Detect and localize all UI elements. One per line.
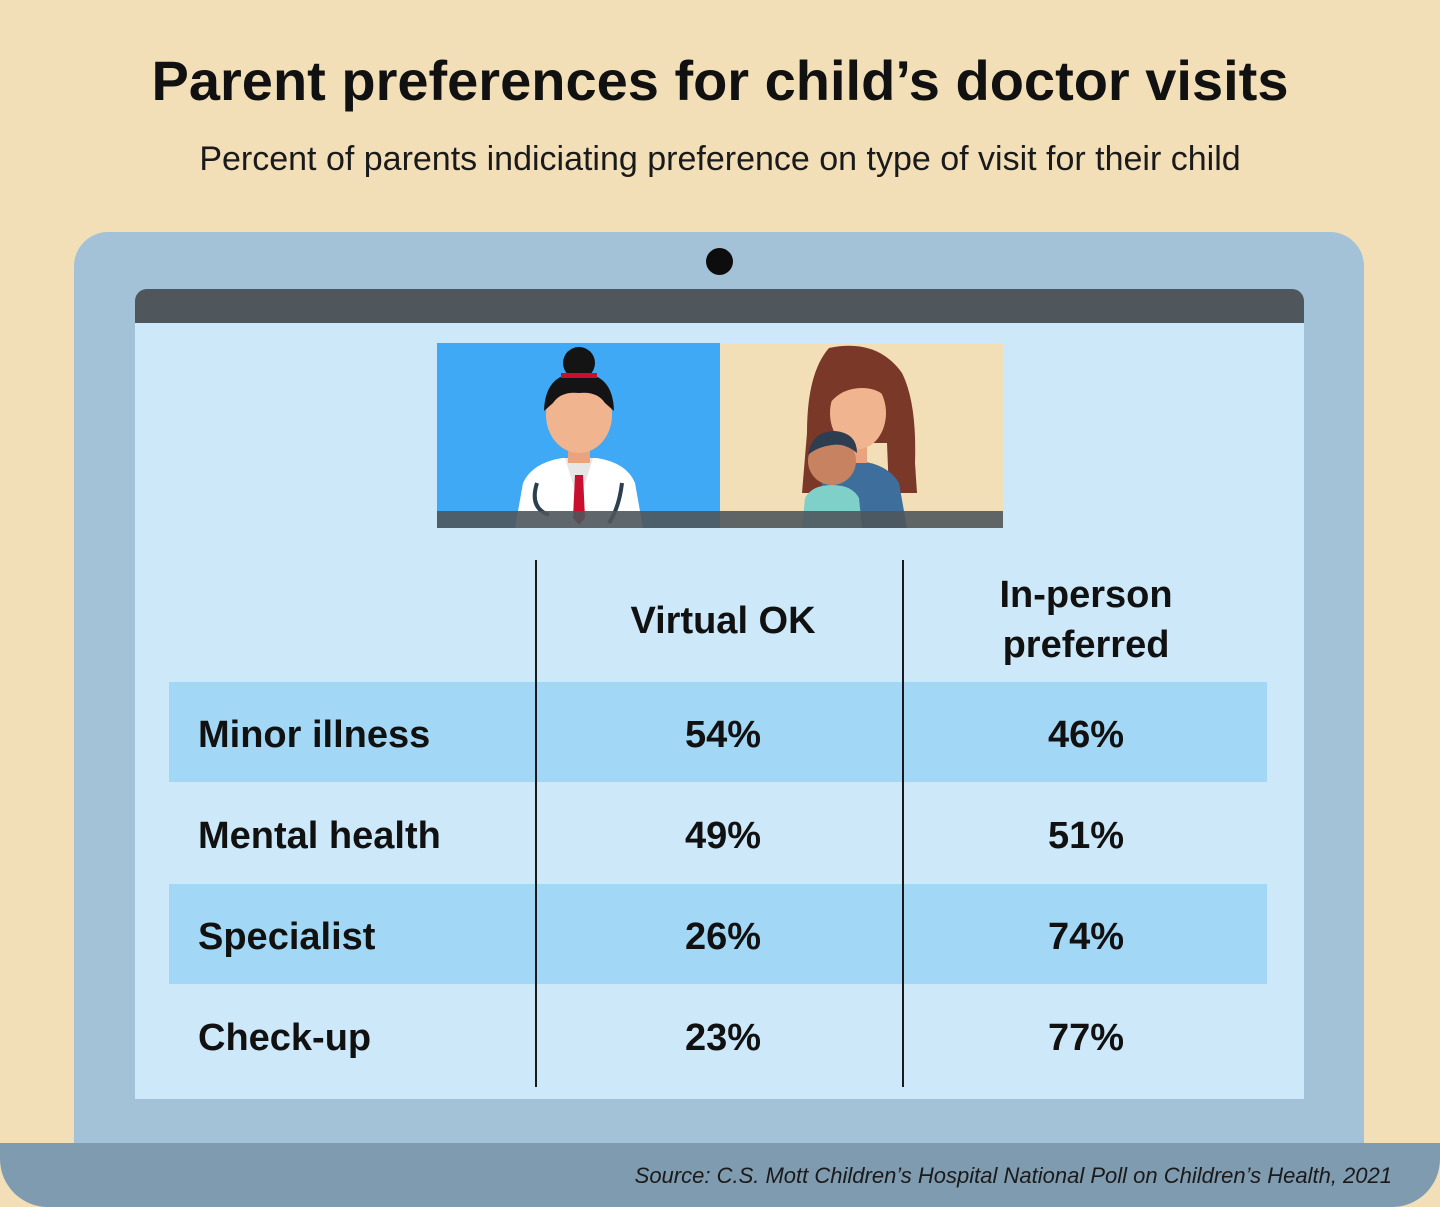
doctor-icon [515,347,643,528]
laptop-base [0,1143,1440,1207]
source-note: Source: C.S. Mott Children’s Hospital Na… [634,1163,1392,1188]
row-label: Specialist [198,916,376,958]
row-highlight [169,682,1267,782]
screen-top-bar [135,289,1304,325]
row-highlight [169,884,1267,984]
value-virtual: 54% [684,714,762,756]
value-in-person: 51% [1047,815,1125,857]
value-in-person: 77% [1047,1017,1125,1059]
value-virtual: 49% [684,815,762,857]
row-label: Mental health [198,815,441,857]
column-header-line: preferred [1002,624,1170,666]
chart-subtitle: Percent of parents indiciating preferenc… [199,140,1241,178]
value-virtual: 26% [684,916,762,958]
column-header-in-person: In-person preferred [936,570,1236,670]
column-divider [535,560,537,1087]
webcam-icon [706,248,733,275]
row-label: Check-up [198,1017,372,1059]
row-label: Minor illness [198,714,431,756]
parent-and-child-icon [802,345,917,528]
column-divider [902,560,904,1087]
value-virtual: 23% [684,1017,762,1059]
video-call-illustration [437,343,1003,528]
column-header-line: In-person [999,574,1173,616]
chart-title: Parent preferences for child’s doctor vi… [151,49,1289,112]
value-in-person: 74% [1047,916,1125,958]
value-in-person: 46% [1047,714,1125,756]
column-header-virtual: Virtual OK [630,600,816,642]
